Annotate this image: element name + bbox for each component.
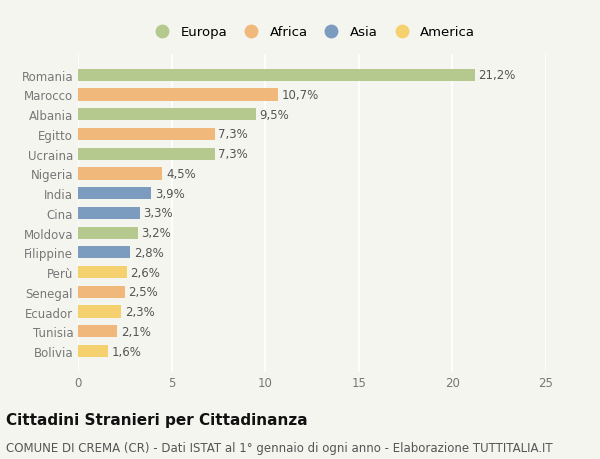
Bar: [78, 306, 121, 318]
Text: 3,2%: 3,2%: [142, 227, 172, 240]
Bar: [78, 129, 215, 141]
Bar: [78, 325, 118, 338]
Bar: [78, 168, 162, 180]
Bar: [78, 286, 125, 298]
Text: 3,3%: 3,3%: [143, 207, 173, 220]
Text: 2,1%: 2,1%: [121, 325, 151, 338]
Text: 10,7%: 10,7%: [282, 89, 319, 102]
Bar: [78, 89, 278, 101]
Bar: [78, 69, 475, 82]
Text: 7,3%: 7,3%: [218, 148, 248, 161]
Text: 2,5%: 2,5%: [128, 285, 158, 299]
Bar: [78, 188, 151, 200]
Text: 3,9%: 3,9%: [155, 187, 185, 200]
Legend: Europa, Africa, Asia, America: Europa, Africa, Asia, America: [146, 24, 478, 42]
Bar: [78, 207, 140, 219]
Bar: [78, 266, 127, 279]
Bar: [78, 148, 215, 161]
Text: 7,3%: 7,3%: [218, 128, 248, 141]
Bar: [78, 345, 108, 358]
Text: 2,8%: 2,8%: [134, 246, 164, 259]
Text: 2,3%: 2,3%: [125, 305, 155, 319]
Bar: [78, 109, 256, 121]
Text: 4,5%: 4,5%: [166, 168, 196, 180]
Text: COMUNE DI CREMA (CR) - Dati ISTAT al 1° gennaio di ogni anno - Elaborazione TUTT: COMUNE DI CREMA (CR) - Dati ISTAT al 1° …: [6, 441, 553, 454]
Text: 9,5%: 9,5%: [260, 108, 289, 122]
Text: Cittadini Stranieri per Cittadinanza: Cittadini Stranieri per Cittadinanza: [6, 413, 308, 428]
Text: 1,6%: 1,6%: [112, 345, 142, 358]
Bar: [78, 227, 138, 239]
Bar: [78, 247, 130, 259]
Text: 2,6%: 2,6%: [130, 266, 160, 279]
Text: 21,2%: 21,2%: [479, 69, 516, 82]
